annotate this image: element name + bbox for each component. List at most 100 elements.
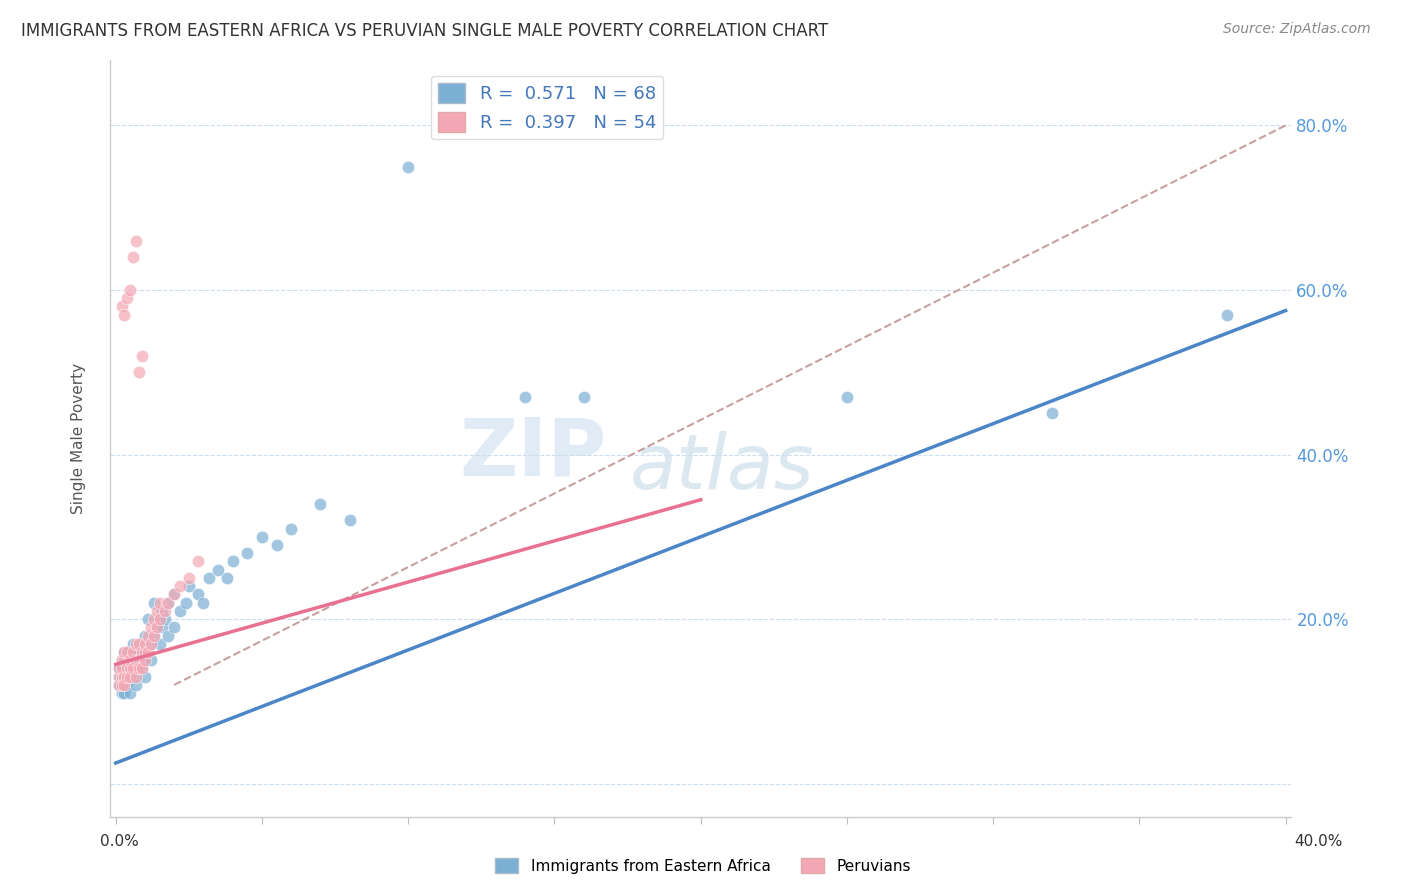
Point	[110, 653, 132, 667]
Y-axis label: Single Male Poverty: Single Male Poverty	[72, 362, 86, 514]
Point	[835, 390, 858, 404]
Point	[110, 653, 132, 667]
Point	[122, 637, 145, 651]
Point	[134, 645, 156, 659]
Point	[339, 513, 361, 527]
Point	[250, 530, 273, 544]
Point	[134, 670, 156, 684]
Point	[114, 678, 136, 692]
Text: ZIP: ZIP	[458, 414, 606, 492]
Point	[117, 670, 139, 684]
Point	[148, 637, 170, 651]
Point	[120, 661, 142, 675]
Point	[157, 596, 180, 610]
Point	[169, 579, 191, 593]
Point	[155, 612, 177, 626]
Point	[117, 291, 139, 305]
Point	[120, 653, 142, 667]
Point	[125, 678, 148, 692]
Point	[139, 620, 162, 634]
Point	[117, 670, 139, 684]
Point	[572, 390, 595, 404]
Point	[134, 653, 156, 667]
Point	[280, 522, 302, 536]
Point	[110, 661, 132, 675]
Legend: R =  0.571   N = 68, R =  0.397   N = 54: R = 0.571 N = 68, R = 0.397 N = 54	[430, 76, 664, 139]
Point	[107, 670, 129, 684]
Point	[131, 661, 153, 675]
Text: atlas: atlas	[630, 432, 814, 506]
Point	[120, 670, 142, 684]
Point	[122, 645, 145, 659]
Point	[120, 283, 142, 297]
Point	[110, 300, 132, 314]
Point	[309, 497, 332, 511]
Point	[139, 637, 162, 651]
Point	[136, 628, 159, 642]
Point	[142, 628, 165, 642]
Point	[114, 653, 136, 667]
Point	[117, 653, 139, 667]
Point	[122, 661, 145, 675]
Point	[198, 571, 221, 585]
Point	[125, 234, 148, 248]
Point	[131, 645, 153, 659]
Point	[163, 587, 186, 601]
Point	[515, 390, 537, 404]
Point	[145, 604, 167, 618]
Point	[120, 661, 142, 675]
Point	[148, 612, 170, 626]
Point	[107, 678, 129, 692]
Point	[163, 587, 186, 601]
Point	[114, 308, 136, 322]
Point	[120, 670, 142, 684]
Point	[136, 612, 159, 626]
Point	[114, 645, 136, 659]
Point	[142, 596, 165, 610]
Point	[125, 653, 148, 667]
Point	[134, 628, 156, 642]
Point	[131, 661, 153, 675]
Point	[125, 645, 148, 659]
Point	[114, 670, 136, 684]
Point	[125, 637, 148, 651]
Point	[107, 678, 129, 692]
Point	[125, 670, 148, 684]
Point	[142, 628, 165, 642]
Point	[169, 604, 191, 618]
Point	[136, 645, 159, 659]
Point	[131, 349, 153, 363]
Point	[157, 596, 180, 610]
Point	[152, 604, 174, 618]
Point	[107, 670, 129, 684]
Point	[157, 628, 180, 642]
Point	[207, 563, 229, 577]
Point	[145, 620, 167, 634]
Point	[187, 554, 209, 568]
Point	[396, 160, 419, 174]
Point	[139, 653, 162, 667]
Point	[131, 645, 153, 659]
Point	[152, 620, 174, 634]
Point	[110, 670, 132, 684]
Point	[125, 661, 148, 675]
Point	[120, 686, 142, 700]
Point	[114, 686, 136, 700]
Point	[148, 612, 170, 626]
Point	[117, 645, 139, 659]
Point	[117, 661, 139, 675]
Point	[221, 554, 243, 568]
Point	[193, 596, 215, 610]
Point	[120, 645, 142, 659]
Point	[122, 250, 145, 264]
Point	[107, 661, 129, 675]
Point	[187, 587, 209, 601]
Point	[134, 653, 156, 667]
Point	[114, 661, 136, 675]
Point	[163, 620, 186, 634]
Text: 0.0%: 0.0%	[100, 834, 139, 848]
Point	[139, 637, 162, 651]
Point	[136, 645, 159, 659]
Point	[128, 653, 150, 667]
Point	[174, 596, 197, 610]
